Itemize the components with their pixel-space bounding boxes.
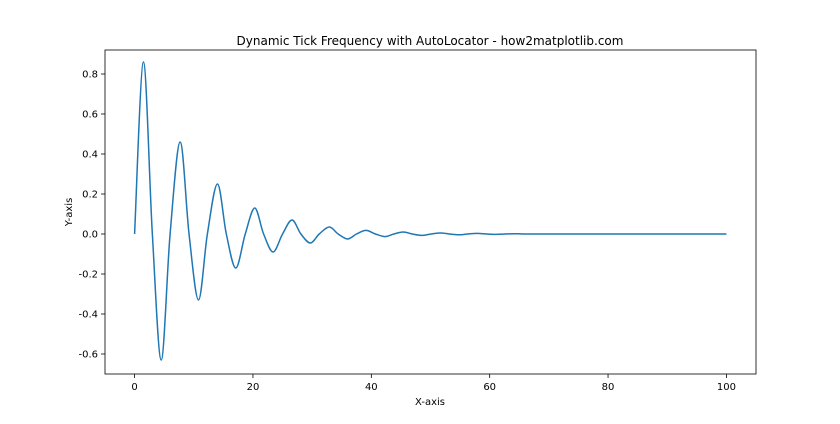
y-axis-label: Y-axis	[64, 198, 75, 228]
y-tick-label: 0.8	[82, 70, 98, 81]
y-tick-label: 0.6	[82, 110, 98, 121]
series-layer	[133, 61, 727, 361]
x-axis: 0 20 40 60 80 100	[131, 374, 736, 393]
y-tick-label: 0.4	[82, 150, 98, 161]
x-tick-label: 0	[131, 382, 137, 393]
x-tick-label: 80	[602, 382, 615, 393]
series-line	[133, 61, 727, 361]
x-axis-label: X-axis	[415, 397, 445, 408]
x-tick-label: 100	[717, 382, 736, 393]
x-tick-label: 60	[483, 382, 496, 393]
y-tick-label: -0.2	[78, 270, 98, 281]
chart-title: Dynamic Tick Frequency with AutoLocator …	[237, 34, 624, 48]
x-tick-label: 20	[247, 382, 260, 393]
y-tick-label: -0.4	[78, 310, 98, 321]
y-tick-label: 0.0	[82, 230, 98, 241]
y-axis: -0.6 -0.4 -0.2 0.0 0.2 0.4 0.6 0.8	[78, 70, 105, 361]
y-tick-label: 0.2	[82, 190, 98, 201]
x-tick-label: 40	[365, 382, 378, 393]
y-tick-label: -0.6	[78, 350, 98, 361]
plot-area	[104, 49, 757, 375]
